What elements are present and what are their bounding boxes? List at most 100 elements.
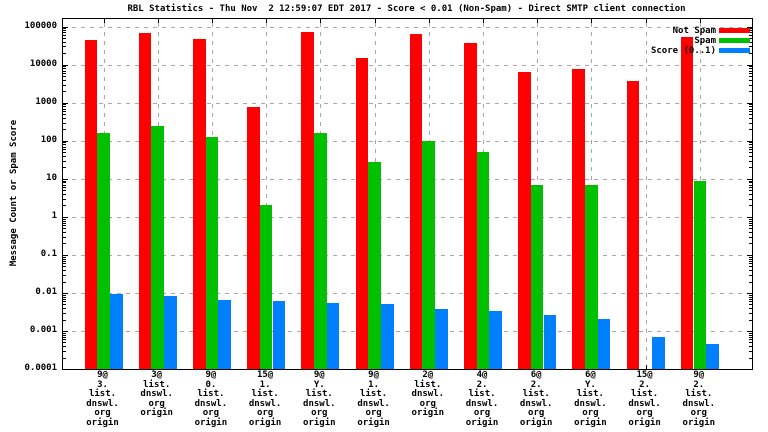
y-tick-label: 0.0001	[24, 363, 57, 373]
y-major-tick	[747, 254, 752, 256]
y-major-tick	[63, 26, 68, 28]
y-minor-tick	[749, 334, 752, 336]
bar-spam-7	[476, 152, 490, 369]
y-minor-tick	[63, 228, 66, 230]
y-minor-tick	[749, 263, 752, 265]
x-tick-bottom	[645, 365, 647, 369]
y-minor-tick	[749, 190, 752, 192]
bar-score-0-1--9	[597, 318, 611, 369]
y-minor-tick	[63, 38, 66, 39]
legend-label: Spam	[694, 36, 716, 46]
y-minor-tick	[63, 34, 66, 36]
y-minor-tick	[63, 122, 66, 124]
y-minor-tick	[63, 184, 66, 186]
y-minor-tick	[63, 167, 66, 169]
y-minor-tick	[749, 149, 752, 151]
legend-swatch	[719, 48, 750, 53]
y-minor-tick	[749, 342, 752, 344]
y-minor-tick	[749, 167, 752, 169]
y-minor-tick	[63, 270, 66, 271]
x-category-label: 9@ Y. list. dnswl. org origin	[303, 370, 336, 428]
y-minor-tick	[63, 336, 66, 338]
y-major-tick	[63, 331, 68, 332]
y-minor-tick	[63, 312, 66, 314]
bar-not-spam-2	[192, 39, 206, 369]
y-major-tick	[747, 216, 752, 218]
y-gridline	[63, 178, 752, 180]
y-minor-tick	[63, 73, 66, 74]
y-minor-tick	[749, 225, 752, 227]
y-minor-tick	[749, 160, 752, 162]
y-gridline	[63, 331, 752, 332]
y-minor-tick	[749, 260, 752, 262]
y-minor-tick	[63, 332, 66, 334]
y-minor-tick	[749, 70, 752, 72]
y-minor-tick	[749, 336, 752, 338]
y-minor-tick	[63, 260, 66, 262]
y-major-tick	[63, 216, 68, 218]
y-minor-tick	[749, 66, 752, 68]
y-major-tick	[63, 102, 68, 104]
x-gridline	[266, 19, 268, 369]
y-minor-tick	[749, 34, 752, 36]
y-minor-tick	[63, 298, 66, 300]
y-minor-tick	[749, 231, 752, 233]
y-minor-tick	[63, 236, 66, 238]
y-major-tick	[63, 178, 68, 180]
x-tick-top	[428, 19, 430, 23]
y-minor-tick	[63, 243, 66, 245]
bar-not-spam-1	[138, 32, 152, 369]
y-gridline	[63, 102, 752, 104]
y-minor-tick	[749, 38, 752, 39]
y-minor-tick	[63, 342, 66, 344]
y-minor-tick	[749, 298, 752, 300]
y-minor-tick	[63, 114, 66, 116]
y-major-tick	[747, 26, 752, 28]
x-tick-top	[211, 19, 213, 23]
bar-score-0-1--11	[706, 343, 719, 369]
y-minor-tick	[63, 108, 66, 110]
y-gridline	[63, 140, 752, 142]
y-minor-tick	[63, 149, 66, 151]
y-minor-tick	[63, 152, 66, 154]
y-minor-tick	[63, 198, 66, 200]
y-minor-tick	[63, 308, 66, 310]
bar-spam-2	[205, 137, 219, 369]
y-minor-tick	[63, 263, 66, 265]
y-minor-tick	[63, 117, 66, 119]
y-minor-tick	[63, 104, 66, 106]
y-minor-tick	[749, 236, 752, 238]
y-minor-tick	[63, 220, 66, 222]
legend-label: Score (0..1)	[650, 46, 716, 56]
y-minor-tick	[749, 91, 752, 93]
x-tick-top	[157, 19, 159, 23]
x-category-label: 9@ 3. list. dnswl. org origin	[86, 370, 119, 428]
bar-score-0-1--3	[272, 300, 286, 369]
y-minor-tick	[749, 266, 752, 268]
y-minor-tick	[63, 225, 66, 227]
y-minor-tick	[63, 193, 66, 195]
y-minor-tick	[749, 146, 752, 148]
y-minor-tick	[63, 301, 66, 303]
y-minor-tick	[63, 218, 66, 220]
y-minor-tick	[749, 304, 752, 306]
bar-spam-0	[97, 132, 110, 369]
bar-not-spam-7	[463, 42, 477, 369]
x-category-label: 2@ list. dnswl. org origin	[411, 370, 445, 418]
y-minor-tick	[63, 346, 66, 348]
y-major-tick	[63, 140, 68, 142]
y-major-tick	[63, 254, 68, 256]
bar-score-0-1--2	[218, 299, 231, 369]
y-minor-tick	[749, 205, 752, 207]
x-category-label: 6@ 2. list. dnswl. org origin	[519, 370, 553, 428]
x-category-label: 4@ 2. list. dnswl. org origin	[465, 370, 499, 428]
y-minor-tick	[63, 32, 66, 34]
bar-spam-11	[693, 180, 707, 369]
y-minor-tick	[749, 222, 752, 224]
y-minor-tick	[749, 114, 752, 116]
bar-score-0-1--8	[543, 314, 557, 369]
y-minor-tick	[63, 53, 66, 55]
bar-score-0-1--10	[652, 336, 665, 369]
y-minor-tick	[63, 266, 66, 268]
x-category-label: 9@ 2. list. dnswl. org origin	[682, 370, 716, 428]
